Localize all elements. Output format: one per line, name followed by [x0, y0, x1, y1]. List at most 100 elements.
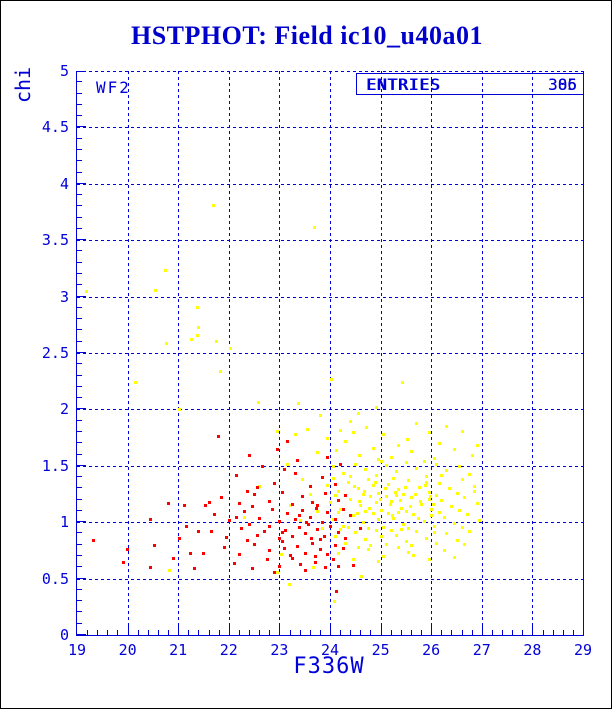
data-point	[318, 538, 322, 542]
data-point	[288, 553, 292, 557]
x-major-tick	[127, 626, 129, 635]
data-point	[220, 496, 224, 500]
x-minor-tick	[502, 630, 504, 635]
data-point	[437, 511, 441, 515]
x-tick-label: 27	[472, 641, 491, 659]
x-major-tick	[279, 626, 281, 635]
x-minor-tick	[491, 630, 493, 635]
y-minor-tick	[77, 306, 82, 308]
data-point	[339, 507, 343, 511]
data-point	[326, 552, 330, 556]
gridline-horizontal	[77, 578, 583, 580]
data-point	[415, 530, 419, 534]
data-point	[265, 558, 269, 562]
data-point	[408, 505, 412, 509]
x-minor-tick	[471, 630, 473, 635]
data-point	[351, 514, 355, 518]
x-minor-tick	[249, 630, 251, 635]
x-axis-label: F336W	[293, 654, 365, 679]
data-point	[260, 464, 264, 468]
data-point	[416, 516, 420, 520]
x-minor-tick	[117, 630, 119, 635]
y-minor-tick	[77, 261, 82, 263]
data-point	[250, 505, 254, 509]
data-point	[336, 551, 340, 555]
gridline-horizontal	[77, 240, 583, 242]
data-point	[336, 531, 340, 535]
x-major-tick	[532, 626, 534, 635]
data-point	[126, 548, 130, 552]
data-point	[293, 517, 297, 521]
data-point	[387, 482, 391, 486]
y-minor-tick	[77, 227, 82, 229]
data-point	[326, 455, 330, 459]
y-tick-label: 2	[59, 400, 69, 419]
data-point	[437, 442, 441, 446]
data-point	[468, 472, 472, 476]
x-minor-tick	[137, 630, 139, 635]
data-point	[364, 538, 368, 542]
x-minor-tick	[360, 630, 362, 635]
data-point	[313, 555, 317, 559]
data-point	[248, 453, 252, 457]
data-point	[377, 559, 381, 563]
data-point	[268, 499, 272, 503]
data-point	[235, 515, 239, 519]
data-point	[440, 473, 444, 477]
data-point	[291, 534, 295, 538]
data-point	[359, 504, 363, 508]
y-minor-tick	[77, 453, 82, 455]
x-minor-tick	[289, 630, 291, 635]
data-point	[445, 425, 449, 429]
x-major-tick	[431, 626, 433, 635]
data-point	[432, 524, 436, 528]
data-point	[168, 568, 172, 572]
data-point	[427, 490, 431, 494]
gridline-horizontal	[77, 522, 583, 524]
x-minor-tick	[522, 630, 524, 635]
x-minor-tick	[562, 630, 564, 635]
data-point	[311, 500, 315, 504]
data-point	[397, 511, 401, 515]
data-point	[303, 532, 307, 536]
x-major-tick	[178, 626, 180, 635]
y-minor-tick	[77, 340, 82, 342]
data-point	[368, 506, 372, 510]
x-minor-tick	[198, 630, 200, 635]
y-tick-label: 1	[59, 513, 69, 532]
y-tick-label: 0	[59, 626, 69, 644]
data-point	[245, 489, 249, 493]
data-point	[242, 515, 246, 519]
data-point	[430, 514, 434, 518]
data-point	[391, 514, 395, 518]
data-point	[425, 474, 429, 478]
data-point	[354, 531, 358, 535]
y-minor-tick	[77, 103, 82, 105]
data-point	[349, 474, 353, 478]
data-point	[460, 429, 464, 433]
data-point	[148, 566, 152, 570]
y-minor-tick	[77, 588, 82, 590]
data-point	[339, 428, 343, 432]
data-point	[166, 502, 170, 506]
data-point	[316, 504, 320, 508]
y-minor-tick	[77, 611, 82, 613]
data-point	[322, 534, 326, 538]
data-point	[369, 495, 373, 499]
data-point	[313, 225, 317, 229]
data-point	[314, 506, 318, 510]
data-point	[242, 509, 246, 513]
data-point	[392, 477, 396, 481]
x-minor-tick	[97, 630, 99, 635]
data-point	[455, 491, 459, 495]
data-point	[473, 485, 477, 489]
data-point	[445, 469, 449, 473]
data-point	[280, 540, 284, 544]
data-point	[297, 514, 301, 518]
data-point	[253, 493, 257, 496]
data-point	[473, 489, 477, 493]
data-point	[452, 522, 456, 526]
data-point	[278, 520, 282, 524]
data-point	[293, 471, 297, 475]
